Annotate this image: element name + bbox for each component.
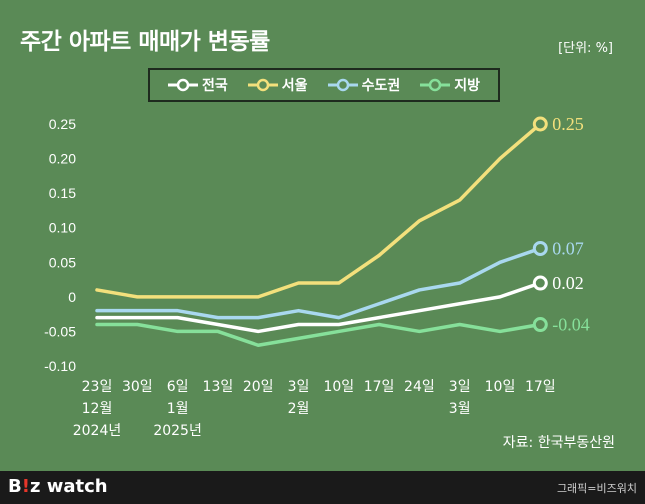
x-tick-label: 30일 (122, 379, 153, 395)
x-tick-label: 10일 (485, 379, 516, 395)
series-end-marker-3 (532, 317, 548, 333)
x-tick-label: 24일 (404, 379, 435, 395)
legend-item-national: 전국 (168, 75, 228, 95)
x-tick-label: 13일 (203, 379, 234, 395)
x-tick-sublabel: 2월 (288, 401, 310, 417)
series-line-2 (95, 246, 543, 320)
x-tick-label: 6일 (167, 379, 189, 395)
y-tick-label: 0.20 (49, 151, 76, 167)
x-tick-sublabel: 3월 (449, 401, 471, 417)
x-tick-label: 17일 (525, 379, 556, 395)
series-end-label-0: 0.02 (552, 273, 584, 293)
legend-label-regional: 지방 (454, 78, 480, 94)
x-tick-label: 17일 (364, 379, 395, 395)
series-end-label-1: 0.25 (552, 114, 584, 134)
brand-logo: B!z watch (8, 476, 108, 497)
x-tick-label: 23일 (82, 379, 113, 395)
y-tick-label: 0.15 (49, 185, 76, 201)
legend-swatch-capital (327, 78, 358, 92)
series-end-marker-2 (532, 240, 548, 256)
series-end-label-3: -0.04 (552, 315, 590, 335)
legend-swatch-seoul (247, 78, 278, 92)
y-tick-label: -0.10 (44, 358, 76, 374)
y-tick-label: 0.05 (49, 254, 76, 270)
legend-item-capital: 수도권 (327, 75, 401, 95)
legend-label-capital: 수도권 (361, 78, 401, 94)
y-tick-label: 0 (68, 289, 76, 305)
legend-item-regional: 지방 (420, 75, 480, 95)
source-label: 자료: 한국부동산원 (502, 435, 615, 451)
series-line-1 (95, 122, 543, 299)
series-end-marker-1 (532, 116, 548, 132)
series-end-label-2: 0.07 (552, 238, 584, 258)
x-tick-label: 10일 (323, 379, 354, 395)
x-tick-label: 3일 (288, 379, 310, 395)
graphic-credit: 그래픽=비즈워치 (556, 482, 637, 495)
series-line-0 (95, 281, 543, 334)
footer-bar: B!z watch 그래픽=비즈워치 (0, 471, 645, 504)
y-tick-label: -0.05 (44, 323, 76, 339)
unit-label: [단위: %] (558, 41, 613, 56)
legend-swatch-regional (420, 78, 451, 92)
y-tick-label: 0.10 (49, 220, 76, 236)
x-tick-label: 20일 (243, 379, 274, 395)
x-tick-label: 3일 (449, 379, 471, 395)
legend-swatch-national (168, 78, 198, 92)
series-end-marker-0 (532, 275, 548, 291)
legend-label-seoul: 서울 (281, 78, 308, 94)
x-tick-year-label: 2025년 (153, 423, 202, 439)
chart-title: 주간 아파트 매매가 변동률 (20, 29, 270, 55)
series-line-3 (95, 322, 543, 348)
y-tick-label: 0.25 (49, 116, 76, 132)
legend-label-national: 전국 (202, 78, 228, 94)
x-tick-sublabel: 1월 (167, 401, 189, 417)
legend: 전국 서울 수도권 지방 (148, 68, 500, 102)
x-tick-sublabel: 12월 (82, 401, 113, 417)
line-chart: 0.25 0.20 0.15 0.10 0.05 0 -0.05 -0.10 23일 12월 202… (44, 114, 590, 439)
legend-item-seoul: 서울 (247, 75, 308, 95)
x-tick-year-label: 2024년 (73, 423, 122, 439)
